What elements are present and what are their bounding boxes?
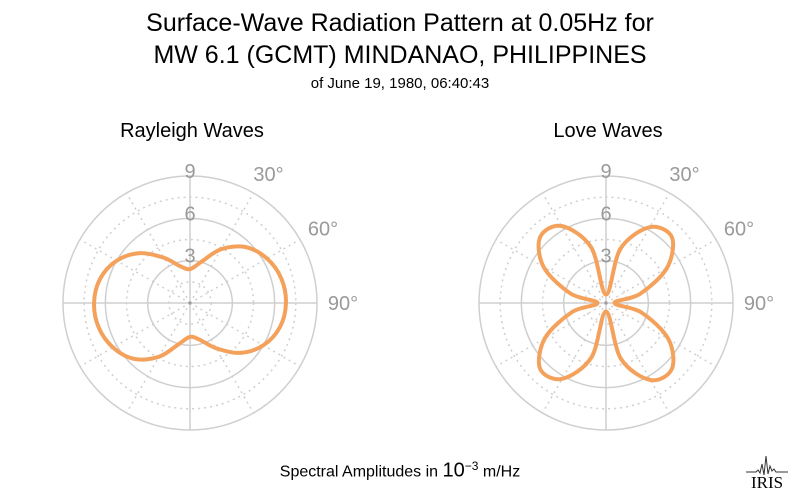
- love-center-dot: [604, 301, 608, 305]
- love-grid-minor-ring: [541, 238, 671, 368]
- chart-title-line-1: Surface-Wave Radiation Pattern at 0.05Hz…: [146, 9, 654, 37]
- rayleigh-angle-label: 60°: [308, 219, 338, 241]
- rayleigh-grid-ring: [146, 259, 234, 347]
- rayleigh-center-dot: [188, 301, 192, 305]
- seismogram-icon: [746, 455, 788, 476]
- love-grid-ring: [562, 259, 650, 347]
- rayleigh-panel-title: Rayleigh Waves: [120, 120, 264, 142]
- unit-exponent: −3: [464, 459, 479, 473]
- rayleigh-angle-label: 90°: [328, 293, 358, 315]
- love-radial-tick-label: 3: [600, 246, 611, 268]
- rayleigh-grid-minor-ring: [125, 238, 255, 368]
- rayleigh-grid-minor-ring: [83, 196, 297, 410]
- chart-subtitle: of June 19, 1980, 06:40:43: [310, 75, 490, 92]
- love-radial-tick-label: 6: [600, 203, 611, 225]
- love-panel-title: Love Waves: [553, 120, 663, 142]
- love-grid-spoke: [605, 302, 717, 368]
- love-radiation-pattern: [536, 223, 676, 383]
- rayleigh-radial-tick-label: 3: [184, 246, 195, 268]
- rayleigh-radial-tick-label: 9: [184, 161, 195, 183]
- iris-logo-text: IRIS: [750, 473, 784, 492]
- rayleigh-grid-ring: [104, 217, 276, 389]
- amplitude-unit-label: Spectral Amplitudes in 10−3 m/Hz: [0, 455, 800, 483]
- unit-suffix: m/Hz: [478, 463, 521, 481]
- unit-prefix: Spectral Amplitudes in: [279, 463, 443, 481]
- love-grid-minor-ring: [499, 196, 713, 410]
- chart-title-line-2: MW 6.1 (GCMT) MINDANAO, PHILIPPINES: [153, 41, 647, 69]
- rayleigh-grid-minor-ring: [168, 281, 212, 325]
- love-grid-spoke: [495, 238, 607, 304]
- love-grid-ring: [520, 217, 692, 389]
- love-angle-label: 60°: [724, 219, 754, 241]
- love-grid-ring: [478, 175, 734, 431]
- love-angle-label: 90°: [744, 293, 774, 315]
- rayleigh-radial-tick-label: 6: [184, 203, 195, 225]
- love-radial-tick-label: 9: [600, 161, 611, 183]
- rayleigh-angle-label: 30°: [253, 164, 283, 186]
- unit-base: 10: [442, 459, 465, 482]
- iris-logo: IRIS: [744, 452, 790, 492]
- rayleigh-radiation-pattern: [92, 244, 288, 362]
- love-angle-label: 30°: [669, 164, 699, 186]
- love-grid-minor-ring: [584, 281, 628, 325]
- rayleigh-grid-ring: [62, 175, 318, 431]
